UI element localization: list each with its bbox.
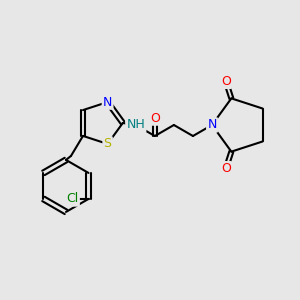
Text: N: N bbox=[207, 118, 217, 131]
Text: Cl: Cl bbox=[66, 192, 79, 206]
Text: S: S bbox=[103, 137, 112, 150]
Text: O: O bbox=[221, 75, 231, 88]
Text: O: O bbox=[150, 112, 160, 124]
Text: NH: NH bbox=[126, 118, 145, 131]
Text: O: O bbox=[221, 162, 231, 175]
Text: N: N bbox=[103, 96, 112, 109]
